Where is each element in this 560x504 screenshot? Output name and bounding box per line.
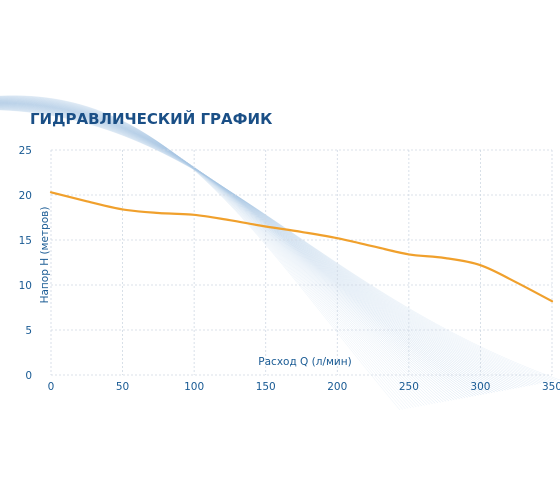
decorative-wave-line (0, 104, 496, 393)
decorative-wave-line (0, 103, 487, 394)
decorative-wave-line (0, 108, 547, 383)
decorative-wave-line (0, 105, 506, 391)
decorative-wave-line (0, 107, 531, 386)
y-tick-label: 10 (19, 280, 32, 292)
decorative-wave-line (0, 99, 441, 403)
decorative-wave-line (0, 96, 414, 408)
decorative-wave-line (0, 106, 525, 387)
decorative-wave-line (0, 108, 550, 383)
decorative-wave-line (0, 104, 498, 392)
x-tick-label: 200 (327, 381, 347, 393)
x-tick-label: 250 (399, 381, 419, 393)
decorative-wave-lines (0, 95, 560, 411)
decorative-wave-line (0, 103, 490, 394)
x-tick-label: 50 (116, 381, 129, 393)
chart-grid (50, 149, 553, 376)
y-axis-label: Напор H (метров) (39, 207, 51, 304)
decorative-wave-line (0, 105, 515, 389)
decorative-wave-line (0, 101, 463, 399)
x-tick-label: 100 (184, 381, 204, 393)
decorative-wave-line (0, 99, 447, 402)
decorative-wave-line (0, 101, 471, 397)
decorative-wave-line (0, 98, 431, 405)
decorative-wave-line (0, 100, 449, 402)
decorative-wave-line (0, 109, 560, 381)
y-tick-label: 5 (25, 325, 32, 337)
decorative-wave-line (0, 107, 533, 386)
decorative-wave-line (0, 107, 536, 385)
decorative-wave-line (0, 105, 512, 390)
decorative-wave-line (0, 95, 401, 411)
x-tick-label: 0 (48, 381, 55, 393)
decorative-wave-line (0, 101, 468, 398)
decorative-wave-line (0, 96, 406, 410)
decorative-wave-line (0, 99, 444, 403)
decorative-wave-line (0, 104, 504, 391)
decorative-wave-line (0, 106, 528, 387)
decorative-wave-line (0, 108, 542, 384)
decorative-wave-line (0, 97, 420, 407)
decorative-wave-line (0, 98, 436, 404)
decorative-wave-line (0, 102, 474, 397)
y-tick-label: 15 (19, 235, 32, 247)
decorative-wave-line (0, 108, 544, 384)
decorative-wave-line (0, 105, 509, 390)
decorative-wave-line (0, 109, 558, 381)
decorative-wave-line (0, 99, 439, 404)
decorative-wave-line (0, 100, 452, 401)
decorative-wave-line (0, 98, 428, 406)
decorative-wave-line (0, 100, 455, 401)
decorative-wave-line (0, 96, 409, 409)
decorative-wave-line (0, 109, 552, 382)
decorative-wave-line (0, 103, 485, 395)
decorative-wave-line (0, 97, 425, 406)
x-tick-label: 300 (470, 381, 490, 393)
decorative-wave-line (0, 97, 422, 407)
decorative-wave-line (0, 96, 412, 409)
x-axis-label: Расход Q (л/мин) (258, 356, 351, 368)
decorative-wave-line (0, 97, 417, 408)
decorative-wave-line (0, 109, 555, 382)
y-tick-label: 20 (19, 190, 32, 202)
y-tick-label: 0 (25, 370, 32, 382)
x-tick-label: 150 (256, 381, 276, 393)
y-tick-label: 25 (19, 145, 32, 157)
decorative-wave-line (0, 105, 517, 389)
decorative-wave-line (0, 107, 539, 385)
decorative-wave-line (0, 106, 523, 388)
series-line (49, 191, 554, 303)
decorative-wave-line (0, 106, 520, 388)
decorative-wave-line (0, 102, 477, 396)
decorative-wave-line (0, 95, 403, 410)
y-axis-ticks: 0 5 10 15 20 25 (19, 145, 32, 382)
decorative-wave-line (0, 98, 433, 405)
decorative-wave-line (0, 104, 501, 392)
chart-title: ГИДРАВЛИЧЕСКИЙ ГРАФИК (30, 109, 273, 128)
x-tick-label: 350 (542, 381, 560, 393)
x-axis-ticks: 0 50 100 150 200 250 300 350 (48, 381, 560, 393)
